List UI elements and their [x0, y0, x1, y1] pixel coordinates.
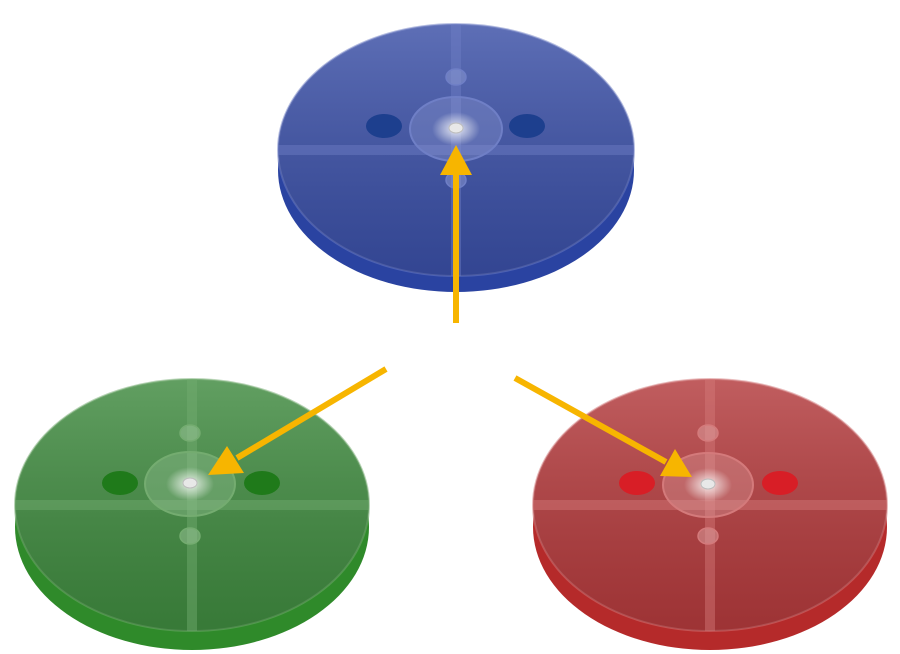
disc-pin: [366, 114, 402, 138]
disc-center-screw: [182, 477, 198, 489]
disc-center-screw: [700, 478, 716, 490]
red-disc: [532, 378, 888, 650]
disc-mount-hole: [179, 424, 201, 442]
disc-mount-hole: [697, 527, 719, 545]
disc-pin: [509, 114, 545, 138]
disc-face-shade: [533, 379, 887, 631]
disc-mount-hole: [179, 527, 201, 545]
disc-pin: [762, 471, 798, 495]
disc-center-screw: [448, 122, 464, 134]
arrow-to-blue-hub: [440, 145, 472, 323]
disc-pin: [244, 471, 280, 495]
disc-pin: [102, 471, 138, 495]
disc-mount-hole: [697, 424, 719, 442]
green-disc: [14, 378, 370, 650]
disc-mount-hole: [445, 68, 467, 86]
arrow-to-green-hub: [208, 366, 388, 475]
disc-face-shade: [15, 379, 369, 631]
disc-pin: [619, 471, 655, 495]
arrow-to-red-hub: [513, 375, 692, 477]
